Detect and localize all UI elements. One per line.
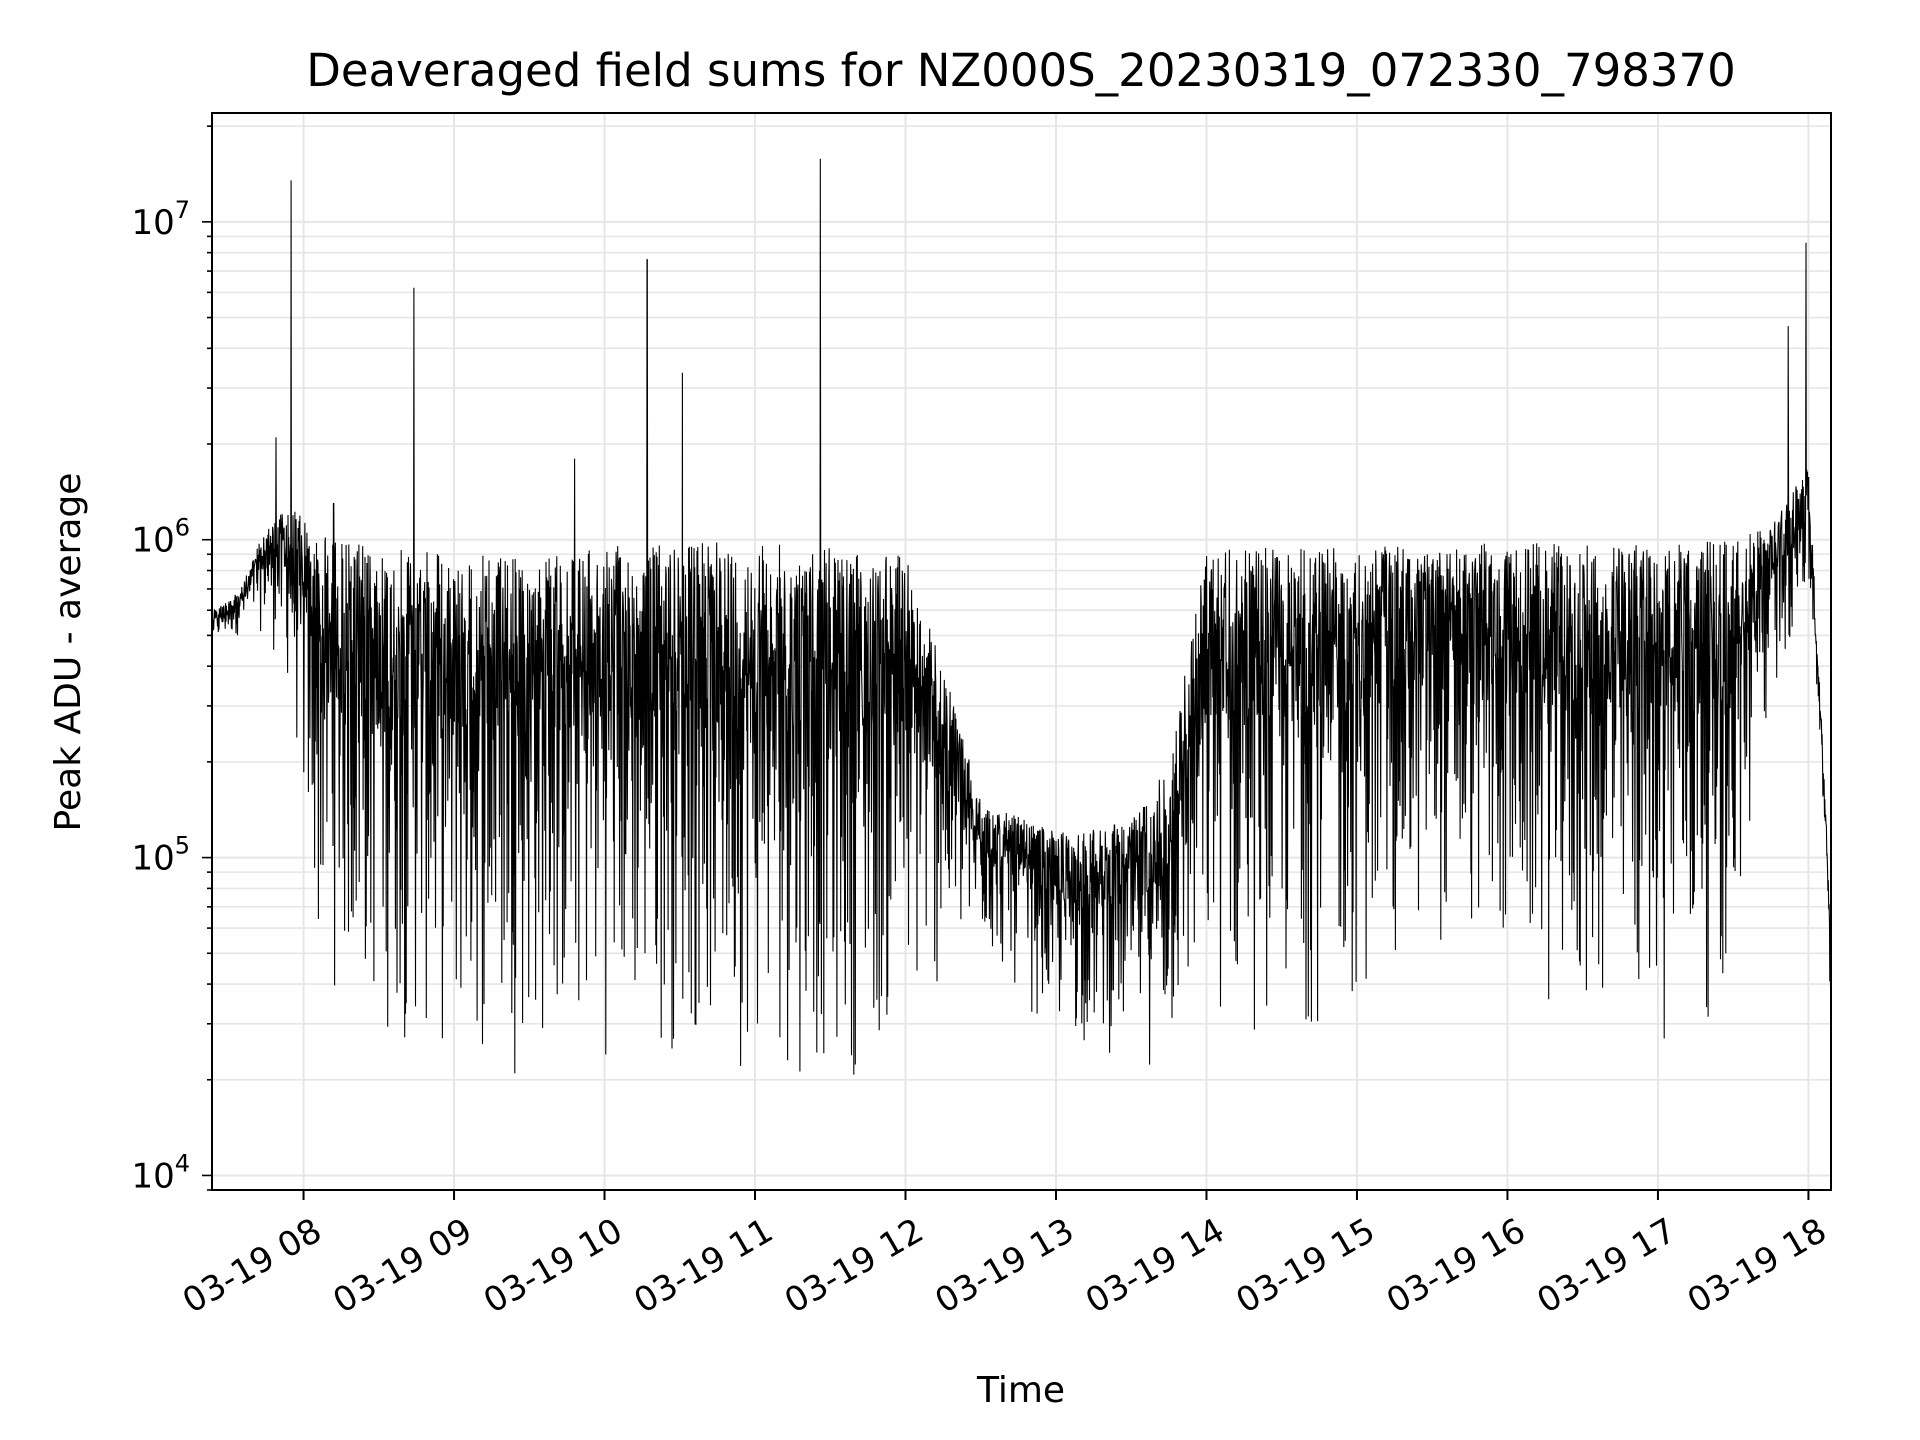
y-tick-label: 107 [131,196,190,243]
x-axis-label: Time [976,1370,1065,1411]
series-line [212,158,1832,1075]
y-axis-label: Peak ADU - average [48,473,89,832]
y-tick-label: 105 [131,832,190,879]
series-layer [212,158,1832,1075]
axes-frame [211,112,1832,1191]
chart-title: Deaveraged field sums for NZ000S_2023031… [306,44,1736,97]
y-tick-label: 106 [131,514,190,561]
y-tick-label: 104 [131,1149,190,1196]
